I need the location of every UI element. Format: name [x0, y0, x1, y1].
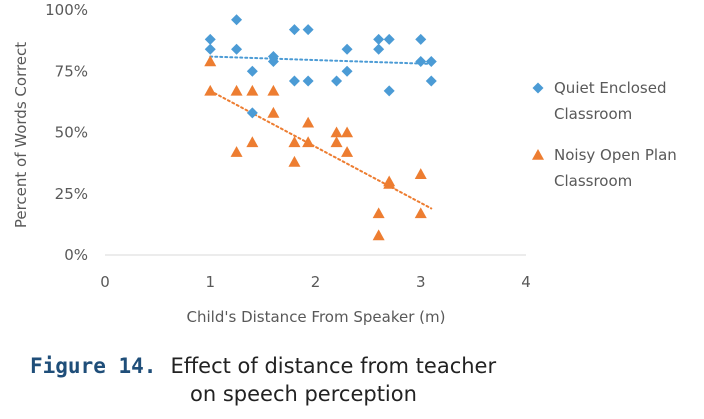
triangle-data-point — [230, 84, 243, 96]
triangle-data-point — [330, 136, 343, 148]
diamond-data-point — [341, 43, 353, 55]
diamond-data-point — [331, 75, 343, 87]
x-tick-label: 0 — [100, 273, 110, 291]
triangle-data-point — [246, 84, 259, 96]
triangle-series-trendline — [209, 89, 433, 210]
x-tick-label: 4 — [521, 273, 531, 291]
y-axis-title-text: Percent of Words Correct — [12, 42, 30, 228]
legend-label-line: Classroom — [554, 105, 632, 123]
x-tick-label: 2 — [311, 273, 321, 291]
y-tick-label: 75% — [55, 62, 88, 80]
triangle-data-point — [341, 146, 354, 157]
triangle-data-point — [414, 207, 427, 219]
triangle-data-point — [288, 136, 301, 148]
triangle-data-point — [288, 155, 301, 167]
data-points — [204, 14, 437, 241]
y-tick-label: 0% — [64, 246, 88, 264]
y-tick-label: 25% — [55, 185, 88, 203]
triangle-data-point — [302, 116, 315, 128]
diamond-data-point — [415, 33, 427, 45]
diamond-data-point — [425, 55, 437, 67]
x-tick-label: 3 — [416, 273, 426, 291]
diamond-data-point — [231, 43, 243, 55]
triangle-data-point — [302, 136, 315, 148]
triangle-data-point — [372, 229, 385, 241]
caption-line-1: Figure 14. Effect of distance from teache… — [30, 352, 496, 380]
triangle-data-point — [330, 126, 343, 138]
diamond-data-point — [204, 33, 216, 45]
triangle-data-point — [204, 84, 217, 96]
diamond-data-point — [267, 55, 279, 67]
triangle-data-point — [267, 106, 280, 118]
y-axis-title: Percent of Words Correct — [12, 42, 30, 228]
diamond-data-point — [383, 85, 395, 97]
triangle-data-point — [267, 84, 280, 96]
legend-label-line: Noisy Open Plan — [554, 146, 677, 164]
legend-label-line: Classroom — [554, 172, 632, 190]
triangle-data-point — [383, 177, 396, 189]
legend-diamond-icon — [532, 82, 544, 94]
triangle-data-point — [341, 126, 354, 138]
legend-triangle-icon — [532, 149, 544, 160]
x-axis-title: Child's Distance From Speaker (m) — [187, 308, 446, 326]
diamond-data-point — [231, 14, 243, 26]
caption-text-line-2: on speech perception — [190, 382, 417, 406]
diamond-data-point — [246, 65, 258, 77]
diamond-data-point — [288, 24, 300, 36]
caption-text-line-1: Effect of distance from teacher — [170, 354, 497, 378]
diamond-data-point — [246, 107, 258, 119]
legend-label-line: Quiet Enclosed — [554, 79, 667, 97]
diamond-data-point — [302, 75, 314, 87]
diamond-data-point — [373, 33, 385, 45]
diamond-data-point — [204, 43, 216, 55]
x-axis-ticks: 0 1 2 3 4 — [100, 273, 531, 291]
diamond-data-point — [302, 24, 314, 36]
diamond-data-point — [425, 75, 437, 87]
y-axis-ticks: 0% 25% 50% 75% 100% — [45, 1, 88, 264]
diamond-data-point — [415, 55, 427, 67]
y-tick-label: 100% — [45, 1, 88, 19]
diamond-data-point — [288, 75, 300, 87]
triangle-data-point — [230, 146, 243, 157]
x-tick-label: 1 — [205, 273, 215, 291]
figure-label: Figure 14. — [30, 354, 157, 378]
figure-caption: Figure 14. Effect of distance from teache… — [30, 352, 496, 408]
diamond-data-point — [373, 43, 385, 55]
triangle-data-point — [246, 136, 259, 148]
legend: Quiet Enclosed Classroom Noisy Open Plan Cl… — [532, 79, 677, 190]
diamond-data-point — [341, 65, 353, 77]
trendlines — [209, 55, 433, 210]
triangle-data-point — [204, 55, 217, 67]
triangle-data-point — [414, 168, 427, 179]
y-tick-label: 50% — [55, 124, 88, 142]
triangle-data-point — [372, 207, 385, 219]
diamond-series-trendline — [209, 55, 433, 65]
diamond-data-point — [383, 33, 395, 45]
